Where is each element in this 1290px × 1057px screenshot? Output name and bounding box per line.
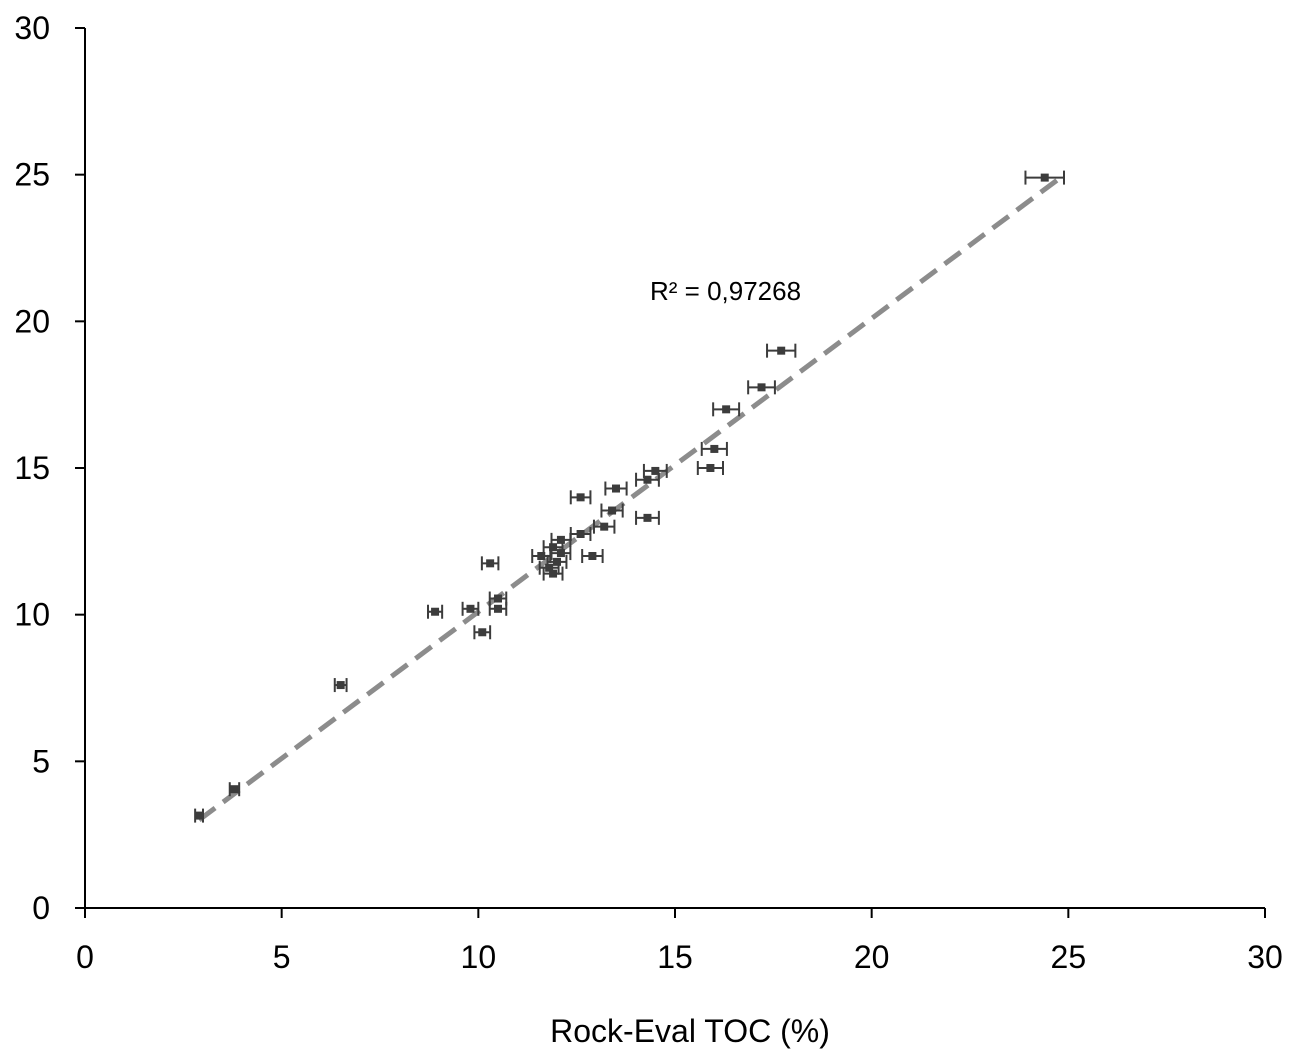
x-tick-label: 15 xyxy=(657,939,693,975)
point-marker xyxy=(478,628,487,637)
point-marker xyxy=(576,493,585,502)
data-point xyxy=(333,678,348,693)
data-point xyxy=(546,554,568,569)
y-tick-label: 25 xyxy=(14,157,50,193)
data-point xyxy=(569,490,592,505)
point-marker xyxy=(553,557,561,566)
data-point xyxy=(228,782,241,797)
point-marker xyxy=(643,513,652,522)
point-marker xyxy=(549,543,558,552)
y-tick-label: 0 xyxy=(32,890,50,926)
data-point xyxy=(473,625,492,640)
data-points xyxy=(194,170,1066,823)
point-marker xyxy=(777,346,786,355)
data-point xyxy=(747,380,776,395)
x-tick-label: 20 xyxy=(854,939,890,975)
point-marker xyxy=(612,484,620,493)
point-marker xyxy=(336,681,345,690)
trendline-layer xyxy=(197,175,1062,823)
x-tick-label: 25 xyxy=(1051,939,1087,975)
data-point xyxy=(635,510,660,525)
point-marker xyxy=(556,535,565,544)
data-point xyxy=(581,549,604,563)
y-tick-label: 10 xyxy=(14,597,50,633)
point-marker xyxy=(545,563,554,572)
point-marker xyxy=(643,475,652,484)
data-point xyxy=(635,472,660,487)
r-squared-annotation: R² = 0,97268 xyxy=(650,276,801,306)
y-tick-label: 30 xyxy=(14,10,50,46)
point-marker xyxy=(494,604,502,613)
point-marker xyxy=(608,506,617,515)
point-marker xyxy=(1040,173,1049,182)
data-point xyxy=(488,591,508,606)
data-point xyxy=(592,519,616,534)
x-tick-label: 10 xyxy=(461,939,497,975)
data-point xyxy=(461,601,480,616)
point-marker xyxy=(651,466,660,475)
point-marker xyxy=(230,785,239,794)
point-marker xyxy=(549,569,558,578)
point-marker xyxy=(710,444,719,453)
data-point xyxy=(542,566,564,581)
data-point xyxy=(600,503,624,518)
point-marker xyxy=(494,594,502,603)
y-tick-label: 5 xyxy=(32,743,50,779)
y-tick-label: 15 xyxy=(14,450,50,486)
point-marker xyxy=(486,559,495,568)
data-point xyxy=(696,461,724,475)
data-point xyxy=(712,402,741,417)
axes: 0 5 10 15 20 25 30 0 5 10 15 20 25 30 xyxy=(14,10,1282,975)
data-point xyxy=(700,441,728,456)
trendline xyxy=(197,175,1062,823)
point-marker xyxy=(556,549,565,558)
point-marker xyxy=(466,604,475,613)
data-point xyxy=(194,808,204,823)
point-marker xyxy=(722,405,731,414)
data-point xyxy=(569,527,592,541)
point-marker xyxy=(195,811,204,820)
x-tick-label: 0 xyxy=(76,939,94,975)
y-tick-label: 20 xyxy=(14,303,50,339)
point-marker xyxy=(600,522,609,531)
x-tick-label: 30 xyxy=(1247,939,1283,975)
x-tick-label: 5 xyxy=(273,939,291,975)
data-point xyxy=(480,556,500,571)
point-marker xyxy=(706,464,715,472)
data-point xyxy=(1024,170,1066,185)
point-marker xyxy=(588,552,597,560)
data-point xyxy=(426,604,444,619)
data-point xyxy=(766,343,797,358)
point-marker xyxy=(537,552,546,560)
point-marker xyxy=(431,607,440,616)
point-marker xyxy=(757,383,766,392)
data-point xyxy=(604,481,628,496)
x-axis-title: Rock-Eval TOC (%) xyxy=(550,1013,830,1049)
point-marker xyxy=(576,530,585,538)
data-point xyxy=(642,463,668,478)
